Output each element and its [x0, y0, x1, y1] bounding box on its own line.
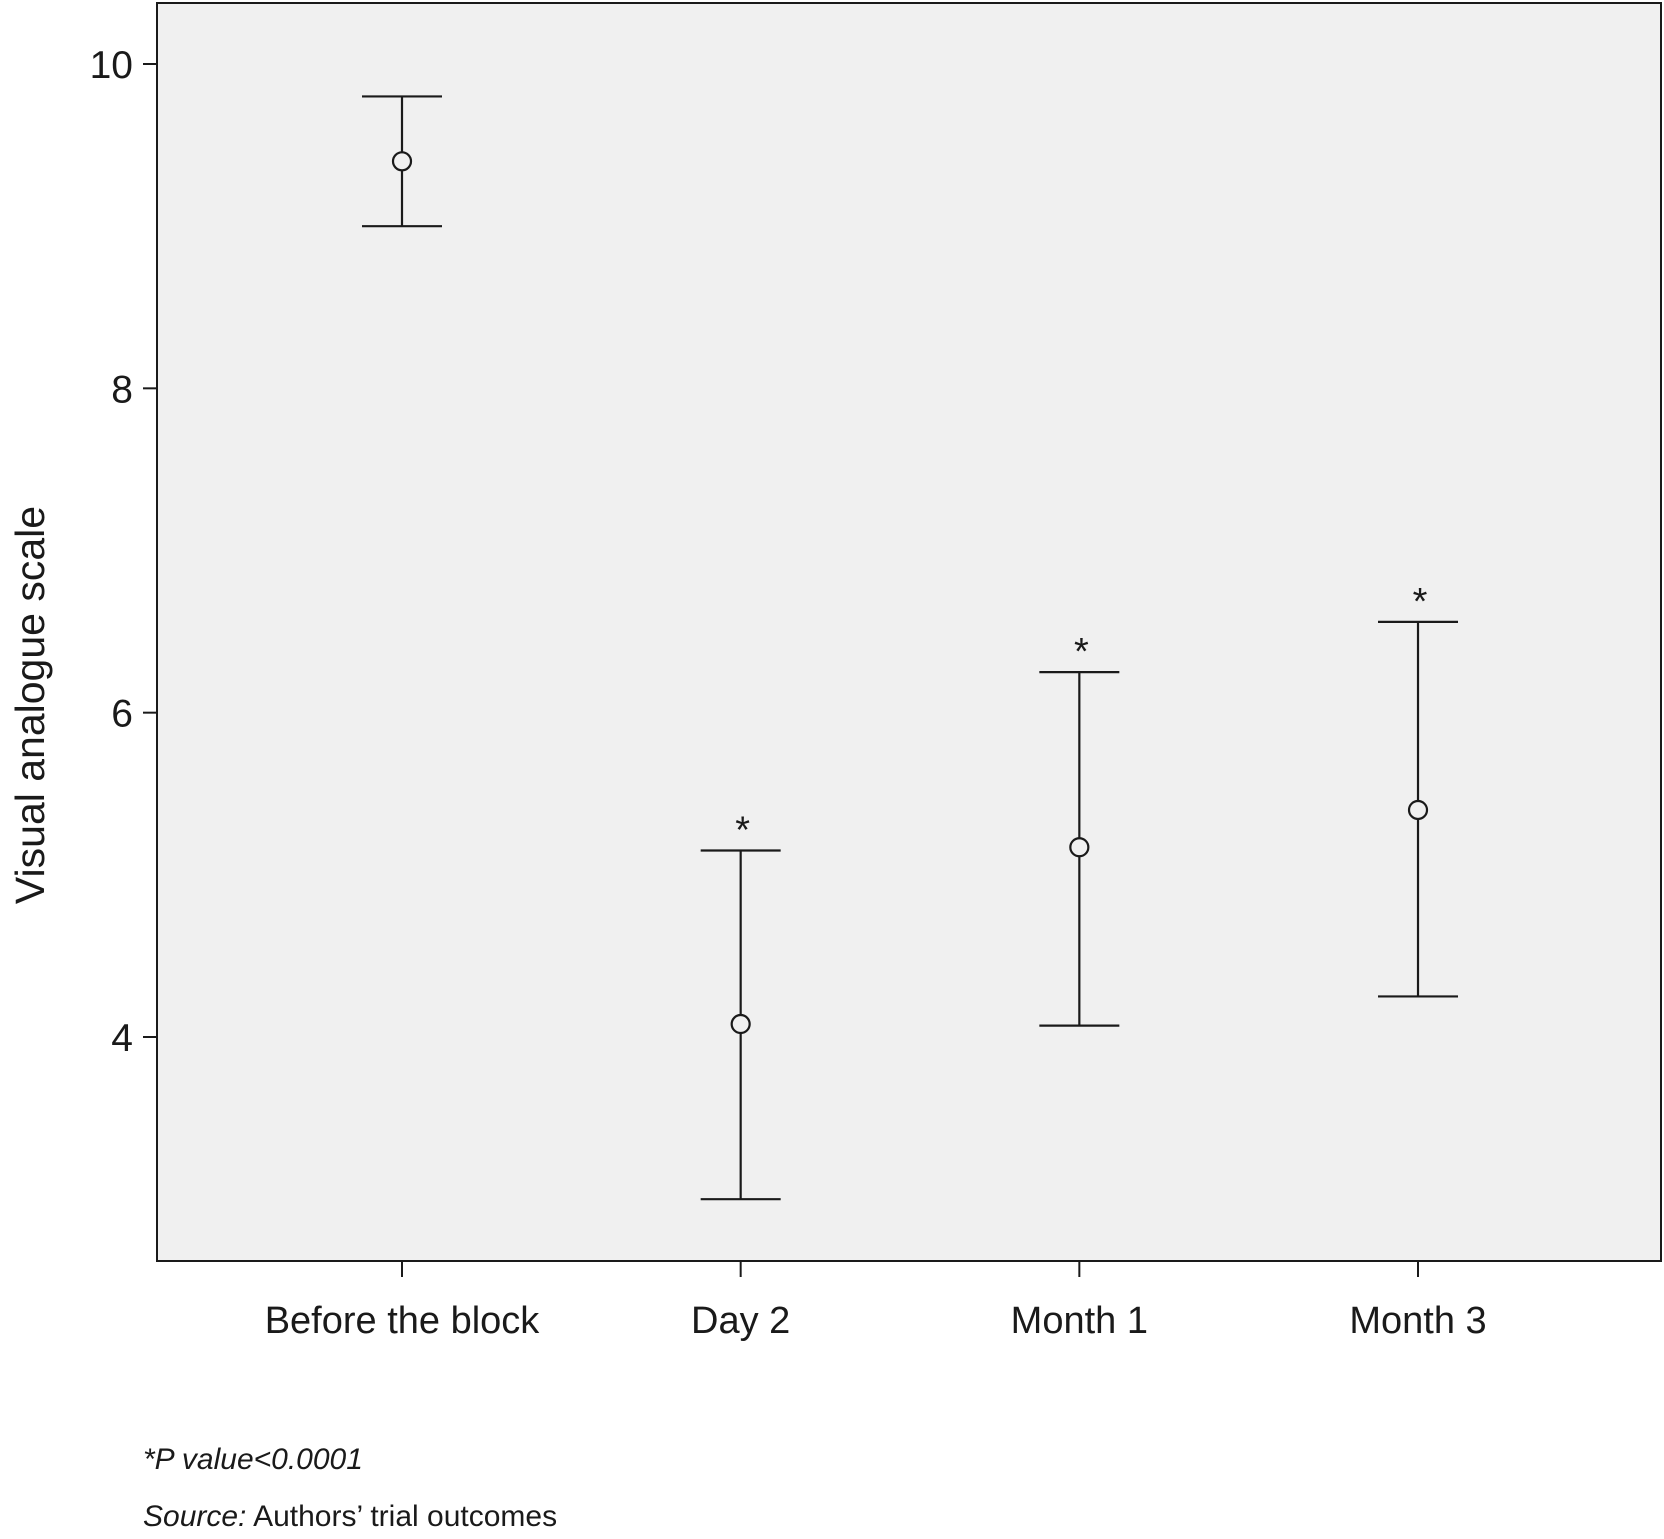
x-tick-label: Before the block	[265, 1300, 541, 1342]
significance-marker: *	[1074, 631, 1089, 673]
source-label: Source:	[143, 1500, 247, 1533]
mean-point	[1407, 799, 1429, 821]
mean-point	[1069, 837, 1090, 858]
y-axis: 4 6 8 10	[90, 44, 157, 1060]
error-bars: * * *	[362, 95, 1459, 1201]
significance-marker: *	[1413, 581, 1428, 623]
x-axis: Before the block Day 2 Month 1 Month 3	[265, 1261, 1487, 1342]
x-tick-label: Month 1	[1011, 1300, 1148, 1342]
mean-point	[391, 151, 413, 172]
y-tick-label: 6	[111, 693, 133, 736]
y-tick-label: 4	[111, 1017, 133, 1060]
source-footnote: Source: Authors’ trial outcomes	[143, 1500, 557, 1534]
plot-area	[156, 2, 1662, 1262]
significance-marker: *	[735, 810, 750, 852]
y-tick-label: 8	[111, 368, 133, 411]
y-tick-label: 10	[90, 44, 133, 87]
x-tick-label: Day 2	[691, 1300, 790, 1342]
p-value-footnote: *P value<0.0001	[143, 1443, 363, 1476]
mean-point	[730, 1013, 751, 1035]
x-tick-label: Month 3	[1349, 1300, 1486, 1342]
y-axis-label: Visual analogue scale	[7, 506, 53, 904]
source-text: Authors’ trial outcomes	[246, 1500, 558, 1533]
